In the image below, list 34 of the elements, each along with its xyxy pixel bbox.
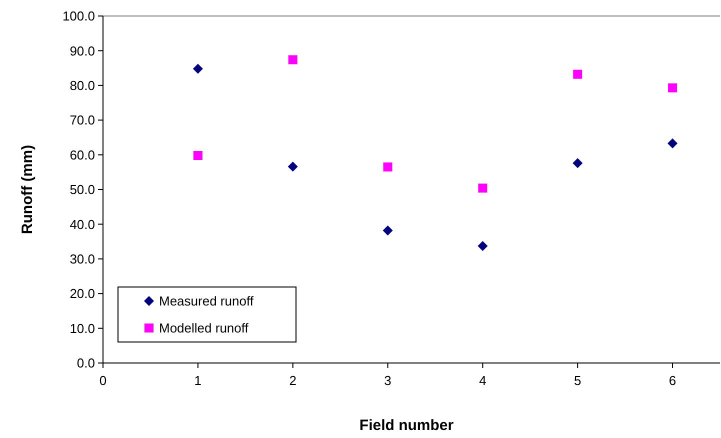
point	[288, 55, 298, 64]
x-tick-label: 5	[574, 373, 582, 388]
y-tick-label: 30.0	[70, 251, 95, 266]
point	[478, 184, 488, 193]
point	[668, 138, 678, 148]
y-tick-label: 0.0	[76, 356, 95, 371]
y-tick-label: 90.0	[70, 43, 95, 58]
point	[668, 83, 678, 92]
y-tick-label: 70.0	[70, 112, 95, 128]
point	[193, 150, 202, 160]
legend-label: Measured runoff	[159, 294, 254, 309]
y-tick-label: 40.0	[70, 216, 95, 232]
x-tick-label: 0	[99, 373, 107, 388]
point	[382, 225, 393, 236]
point	[573, 70, 582, 79]
point	[478, 241, 488, 252]
y-tick-label: 80.0	[70, 78, 95, 93]
x-tick-label: 6	[668, 373, 676, 388]
y-axis-title: Runoff (mm)	[19, 144, 36, 234]
x-tick-label: 3	[384, 373, 392, 388]
point	[192, 64, 203, 74]
y-tick-label: 60.0	[70, 147, 95, 162]
x-tick-label: 1	[194, 373, 202, 388]
y-tick-label: 100.0	[62, 8, 95, 24]
point	[288, 162, 298, 172]
x-axis-title: Field number	[359, 417, 454, 434]
y-tick-label: 20.0	[70, 286, 95, 302]
x-tick-label: 2	[289, 373, 296, 388]
point	[383, 162, 392, 172]
x-tick-label: 4	[479, 373, 486, 388]
y-tick-label: 50.0	[70, 182, 95, 198]
point	[572, 158, 583, 168]
legend-label: Modelled runoff	[159, 320, 249, 336]
y-tick-label: 10.0	[70, 320, 95, 336]
